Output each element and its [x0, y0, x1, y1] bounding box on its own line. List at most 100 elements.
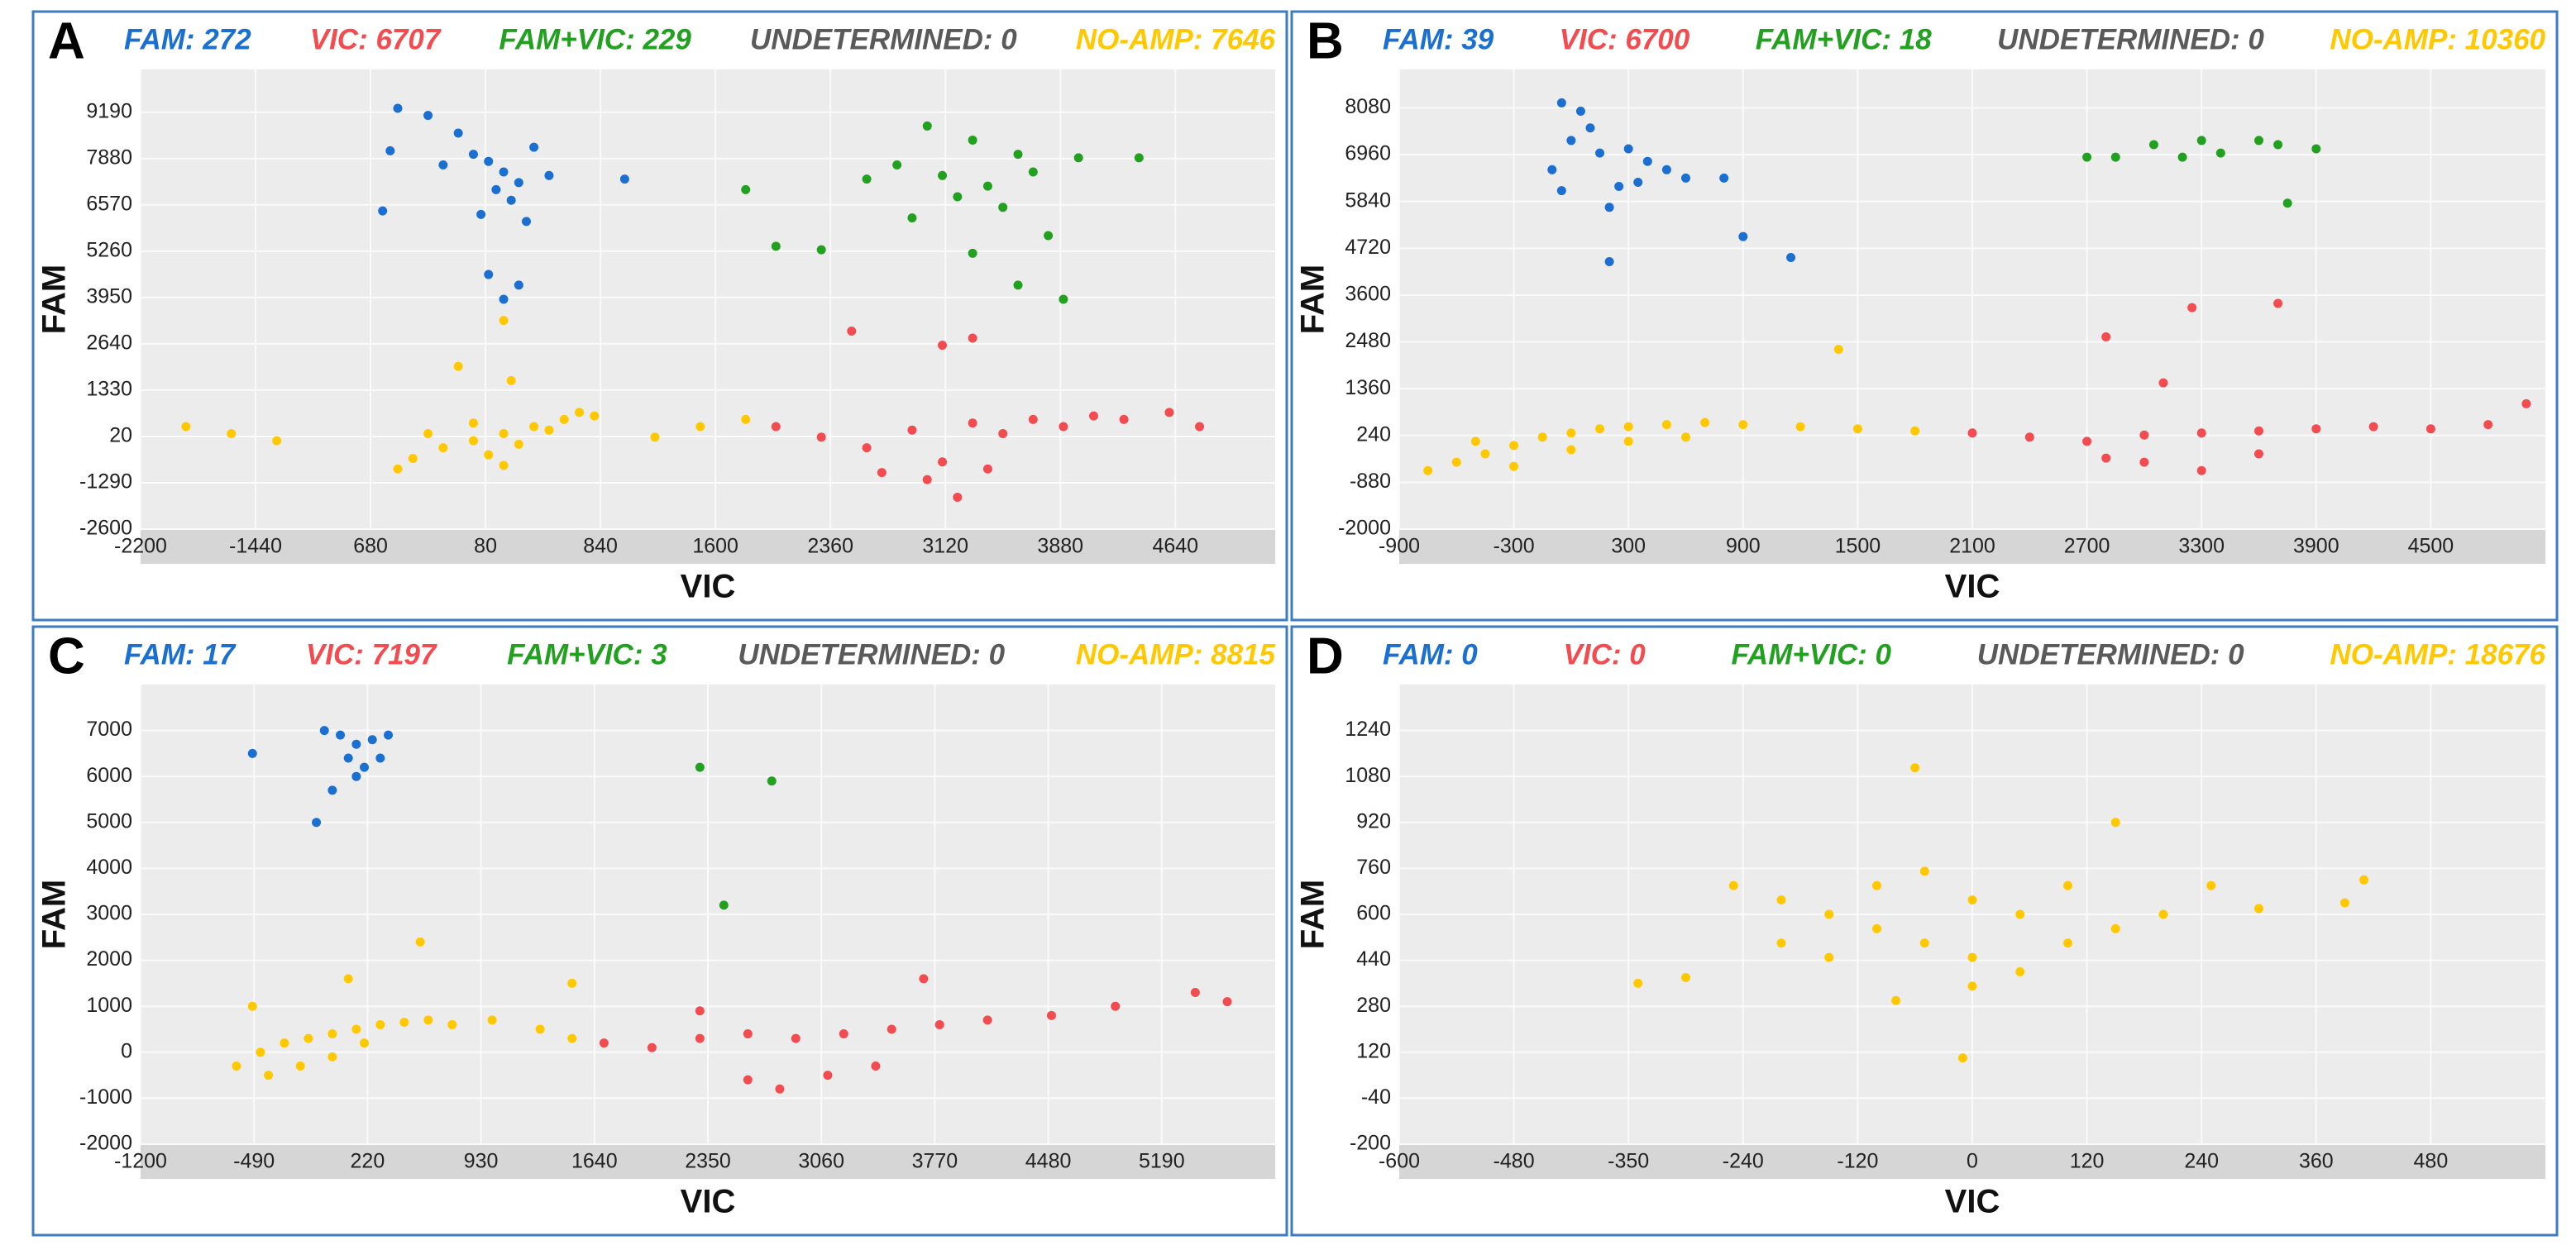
data-point: [385, 146, 395, 155]
data-point: [2425, 424, 2435, 434]
data-point: [506, 375, 516, 385]
y-tick-label: -200: [1350, 1132, 1391, 1155]
data-point: [423, 429, 433, 439]
data-point: [343, 753, 353, 763]
data-point: [514, 280, 523, 290]
data-point: [327, 1029, 337, 1039]
legend-entry: UNDETERMINED: 0: [1977, 638, 2244, 670]
data-point: [2082, 152, 2092, 162]
y-tick-label: 2480: [1345, 329, 1391, 352]
x-tick-label: -490: [233, 1150, 275, 1173]
x-axis-title: VIC: [1945, 569, 2000, 605]
data-point: [247, 748, 257, 758]
x-tick-label: 80: [474, 535, 497, 558]
x-tick-label: -240: [1723, 1150, 1764, 1173]
data-point: [232, 1061, 241, 1071]
data-point: [953, 192, 963, 202]
data-point: [567, 978, 577, 988]
y-tick-label: 6960: [1345, 142, 1391, 165]
data-point: [1623, 422, 1633, 432]
data-point: [982, 1015, 992, 1025]
data-point: [499, 460, 509, 470]
y-tick-label: 3950: [86, 284, 132, 308]
data-point: [1119, 414, 1129, 424]
data-point: [938, 457, 948, 467]
data-point: [319, 726, 329, 736]
x-axis-title: VIC: [681, 1184, 736, 1220]
data-point: [1073, 153, 1083, 163]
x-tick-label: 3770: [912, 1150, 958, 1173]
data-point: [2196, 136, 2206, 146]
data-point: [1013, 150, 1023, 160]
data-point: [476, 209, 486, 219]
legend-entry: VIC: 7197: [306, 638, 437, 670]
data-point: [1967, 952, 1977, 962]
data-point: [484, 450, 494, 460]
x-tick-label: 300: [1611, 535, 1646, 558]
y-tick-label: 1330: [86, 378, 132, 401]
x-tick-label: 480: [2414, 1150, 2449, 1173]
data-point: [1059, 422, 1068, 432]
y-tick-label: 440: [1356, 947, 1391, 971]
data-point: [360, 1038, 370, 1048]
data-point: [1604, 203, 1614, 212]
data-point: [1164, 408, 1174, 417]
data-point: [2254, 136, 2263, 146]
data-point: [1719, 173, 1729, 183]
data-point: [998, 203, 1008, 212]
data-point: [1967, 981, 1977, 991]
y-tick-label: 1080: [1345, 764, 1391, 787]
y-tick-label: -1000: [79, 1085, 132, 1109]
x-tick-label: 1500: [1835, 535, 1881, 558]
data-point: [1046, 1010, 1056, 1020]
data-point: [1480, 449, 1490, 459]
plot-area: [141, 69, 1275, 529]
data-point: [1566, 428, 1576, 438]
data-point: [487, 1015, 497, 1025]
x-tick-label: 1640: [571, 1150, 618, 1173]
y-tick-label: 9190: [86, 99, 132, 122]
data-point: [1910, 763, 1920, 773]
data-point: [1470, 437, 1480, 446]
x-tick-label: 0: [1967, 1150, 1978, 1173]
data-point: [695, 762, 705, 772]
data-point: [256, 1047, 265, 1057]
x-tick-label: 1600: [692, 535, 738, 558]
y-tick-label: 7000: [86, 718, 132, 741]
y-tick-label: 3000: [86, 902, 132, 925]
y-tick-label: 1360: [1345, 376, 1391, 399]
data-point: [816, 432, 826, 442]
data-point: [499, 167, 509, 177]
data-point: [743, 1075, 753, 1085]
y-tick-label: 1240: [1345, 718, 1391, 741]
data-point: [1795, 422, 1805, 432]
data-point: [599, 1038, 609, 1048]
data-point: [907, 213, 917, 223]
data-point: [647, 1042, 657, 1052]
data-point: [535, 1024, 545, 1034]
data-point: [771, 241, 781, 251]
data-point: [1028, 414, 1038, 424]
data-point: [619, 174, 629, 184]
data-point: [2139, 457, 2149, 467]
y-tick-label: 8080: [1345, 95, 1391, 118]
data-point: [1633, 177, 1643, 187]
data-point: [1786, 252, 1796, 262]
x-tick-label: 360: [2299, 1150, 2334, 1173]
data-point: [1967, 428, 1977, 438]
x-tick-label: 900: [1726, 535, 1761, 558]
y-tick-label: -2000: [1338, 517, 1391, 540]
data-point: [968, 418, 977, 428]
legend-entry: FAM+VIC: 18: [1756, 23, 1933, 55]
x-tick-label: 5190: [1139, 1150, 1185, 1173]
legend-entry: FAM+VIC: 0: [1731, 638, 1891, 670]
x-tick-label: 840: [583, 535, 618, 558]
legend-entry: NO-AMP: 7646: [1076, 23, 1276, 55]
legend-entry: NO-AMP: 18676: [2330, 638, 2545, 670]
data-point: [2254, 426, 2263, 436]
legend-entry: FAM+VIC: 3: [507, 638, 667, 670]
data-point: [2196, 428, 2206, 438]
data-point: [1566, 445, 1576, 455]
data-point: [1919, 938, 1929, 948]
data-point: [1190, 988, 1200, 998]
